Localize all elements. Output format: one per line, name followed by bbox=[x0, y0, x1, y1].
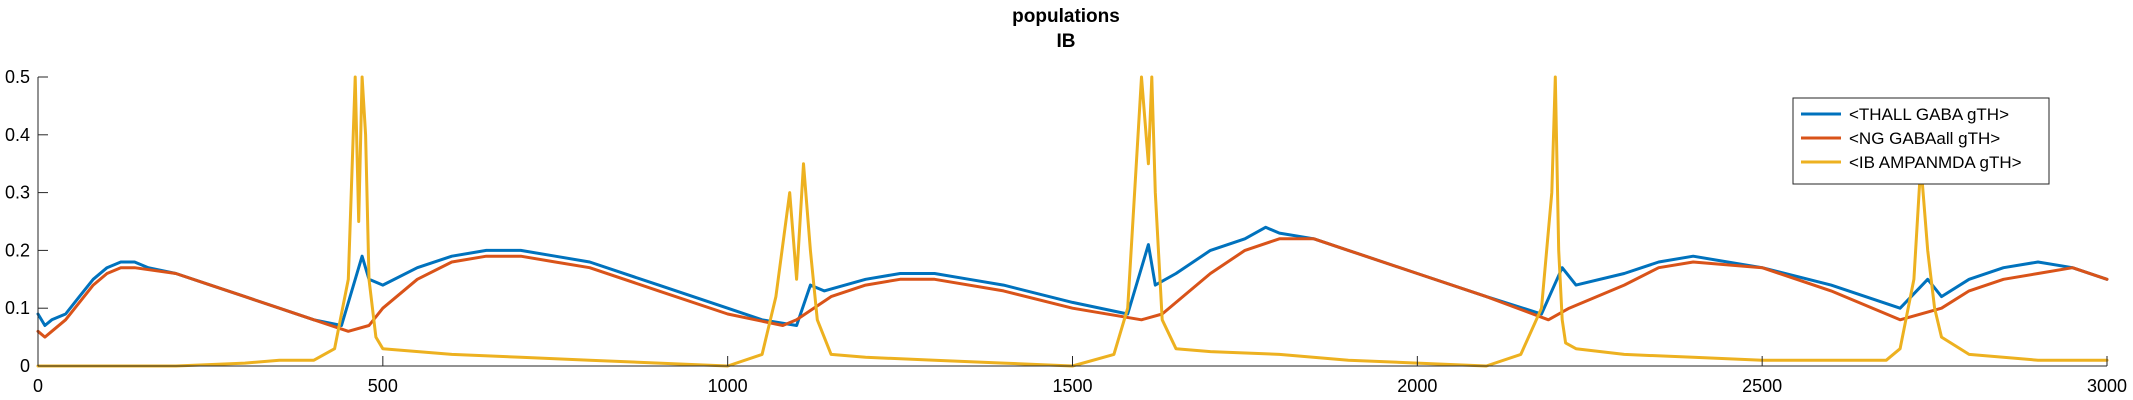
legend: <THALL GABA gTH> <NG GABAall gTH> <IB AMPA… bbox=[1792, 97, 2050, 185]
y-tick-label: 0.3 bbox=[5, 183, 30, 203]
legend-label-0: <THALL GABA gTH> bbox=[1849, 105, 2009, 124]
legend-label-1: <NG GABAall gTH> bbox=[1849, 129, 2000, 148]
x-tick-label: 1500 bbox=[1052, 376, 1092, 396]
x-tick-label: 0 bbox=[33, 376, 43, 396]
legend-label-2: <IB AMPANMDA gTH> bbox=[1849, 153, 2022, 172]
x-tick-label: 2000 bbox=[1397, 376, 1437, 396]
x-tick-label: 3000 bbox=[2087, 376, 2127, 396]
y-tick-label: 0.1 bbox=[5, 298, 30, 318]
legend-box bbox=[1792, 97, 2050, 185]
axes-layer: 0 500 1000 1500 2000 2500 3000 0 0.1 0.2 0.3 0.4 0.5 bbox=[5, 67, 2127, 396]
y-tick-label: 0.4 bbox=[5, 125, 30, 145]
y-tick-label: 0 bbox=[20, 356, 30, 376]
y-tick-label: 0.5 bbox=[5, 67, 30, 87]
x-tick-label: 2500 bbox=[1742, 376, 1782, 396]
chart-title: populations bbox=[1012, 6, 1120, 27]
x-tick-label: 1000 bbox=[708, 376, 748, 396]
chart-subtitle: IB bbox=[1057, 31, 1076, 52]
x-tick-label: 500 bbox=[368, 376, 398, 396]
y-tick-label: 0.2 bbox=[5, 240, 30, 260]
series-line-1 bbox=[36, 237, 2109, 339]
